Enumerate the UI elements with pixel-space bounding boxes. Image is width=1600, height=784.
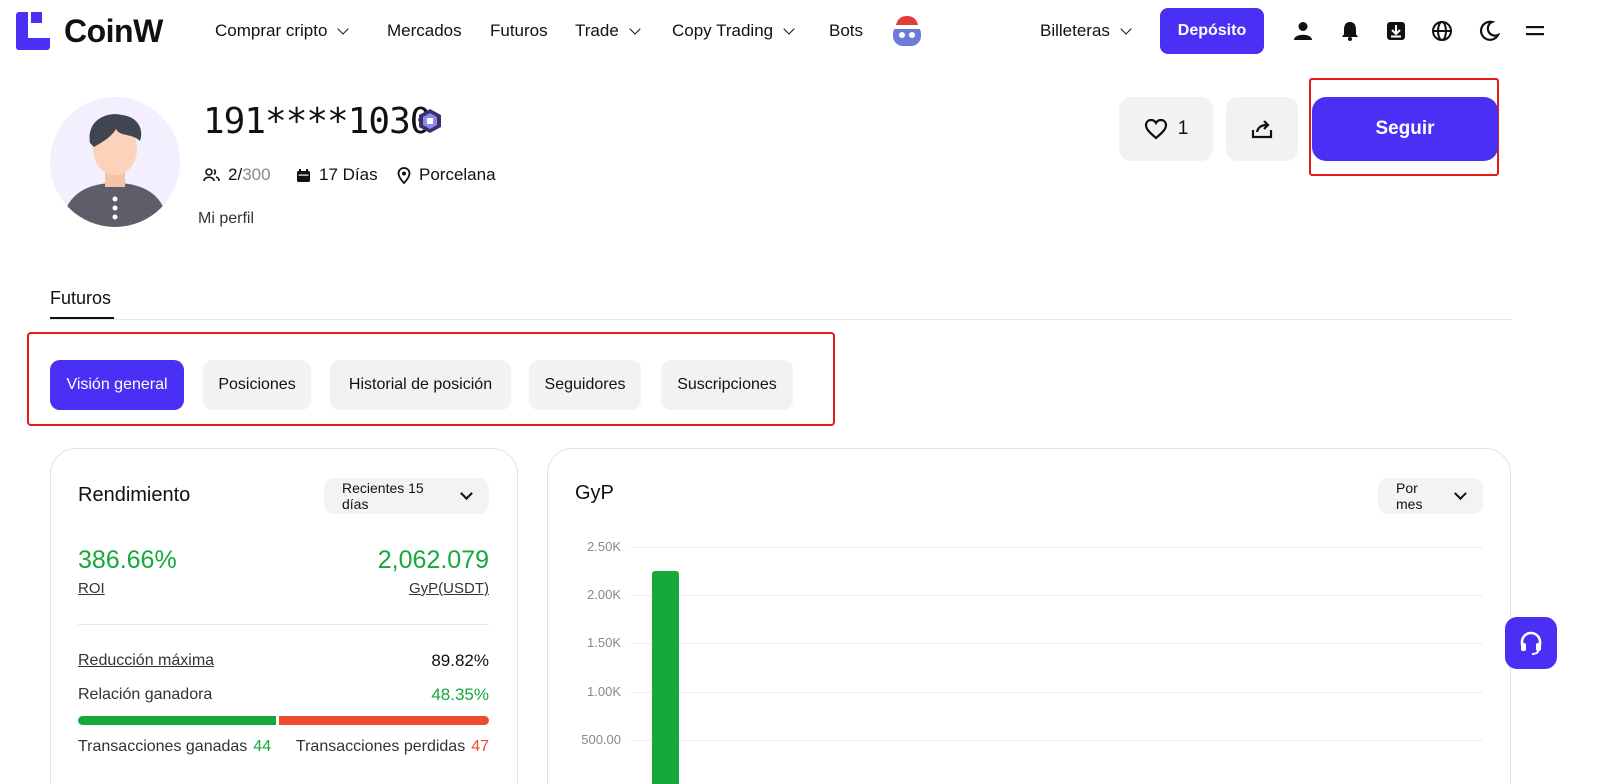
win-ratio-value: 48.35% <box>431 685 489 704</box>
max-drawdown-label[interactable]: Reducción máxima <box>78 652 215 669</box>
download-icon[interactable] <box>1385 20 1407 42</box>
subtab-highlight-frame <box>27 332 835 426</box>
days-active: 17 Días <box>296 165 378 185</box>
bell-icon[interactable] <box>1339 20 1361 42</box>
pnl-bar[interactable] <box>652 571 679 784</box>
deposit-button[interactable]: Depósito <box>1160 8 1264 54</box>
chart-gridline <box>630 547 1483 548</box>
coinw-logo[interactable]: CoinW <box>16 12 163 50</box>
active-tab-indicator <box>50 317 114 319</box>
avatar-illustration-icon <box>64 114 166 227</box>
trader-level-badge-icon <box>419 109 441 133</box>
subtab-seguidores[interactable]: Seguidores <box>529 360 641 410</box>
headset-icon <box>1520 631 1542 655</box>
username: 191****1030 <box>203 101 431 142</box>
subtab-historial-de-posicion[interactable]: Historial de posición <box>330 360 511 410</box>
like-button[interactable]: 1 <box>1119 97 1213 161</box>
y-tick-label: 1.50K <box>587 635 621 650</box>
chevron-down-icon <box>783 22 795 35</box>
follow-button[interactable]: Seguir <box>1312 97 1498 161</box>
subtab-vision-general[interactable]: Visión general <box>50 360 184 410</box>
pnl-label[interactable]: GyP(USDT) <box>409 580 489 597</box>
share-button[interactable] <box>1226 97 1298 161</box>
y-tick-label: 2.50K <box>587 539 621 554</box>
performance-divider <box>78 624 489 625</box>
nav-trade[interactable]: Trade <box>575 21 641 41</box>
bot-mascot-icon[interactable] <box>890 16 924 48</box>
roi-label[interactable]: ROI <box>78 580 105 597</box>
globe-icon[interactable] <box>1431 20 1453 42</box>
logo-mark-icon <box>16 12 50 50</box>
chart-gridline <box>630 643 1483 644</box>
win-ratio-label: Relación ganadora <box>78 686 213 703</box>
tab-futuros[interactable]: Futuros <box>50 288 112 308</box>
nav-billeteras[interactable]: Billeteras <box>1040 21 1132 41</box>
subtab-posiciones[interactable]: Posiciones <box>203 360 311 410</box>
nav-bots[interactable]: Bots <box>829 21 864 40</box>
wins-count: Transacciones ganadas 44 <box>78 738 272 755</box>
moon-icon[interactable] <box>1478 20 1500 42</box>
like-count: 1 <box>1177 118 1189 139</box>
nav-comprar-cripto[interactable]: Comprar cripto <box>215 21 350 41</box>
chart-gridline <box>630 595 1483 596</box>
tab-divider <box>50 319 1512 320</box>
share-icon <box>1251 120 1273 139</box>
pnl-chart-card <box>547 448 1511 784</box>
user-icon[interactable] <box>1292 20 1314 42</box>
chart-gridline <box>630 740 1483 741</box>
follow-highlight-frame <box>1309 78 1499 176</box>
chevron-down-icon <box>460 487 473 500</box>
nav-futuros[interactable]: Futuros <box>490 21 548 40</box>
losses-count: Transacciones perdidas 47 <box>295 738 489 755</box>
roi-value: 386.66% <box>78 546 177 574</box>
chevron-down-icon <box>1454 487 1467 500</box>
location: Porcelana <box>397 165 496 185</box>
win-ratio-bar <box>78 716 276 725</box>
y-tick-label: 2.00K <box>587 587 621 602</box>
calendar-icon <box>297 168 310 182</box>
y-tick-label: 500.00 <box>581 732 621 747</box>
pnl-period-dropdown[interactable]: Por mes <box>1378 478 1483 514</box>
subtab-suscripciones[interactable]: Suscripciones <box>661 360 793 410</box>
support-chat-button[interactable] <box>1505 617 1557 669</box>
nav-copy-trading[interactable]: Copy Trading <box>672 21 795 41</box>
pnl-value: 2,062.079 <box>377 546 489 574</box>
performance-title: Rendimiento <box>78 484 191 506</box>
chevron-down-icon <box>629 22 641 35</box>
chart-gridline <box>630 692 1483 693</box>
performance-period-dropdown[interactable]: Recientes 15 días <box>324 478 489 514</box>
logo-text: CoinW <box>64 12 163 49</box>
profile-bio: Mi perfil <box>198 210 255 227</box>
heart-icon <box>1144 118 1167 140</box>
top-nav: CoinW Comprar cripto Mercados Futuros Tr… <box>0 0 1600 64</box>
max-drawdown-value: 89.82% <box>431 651 489 670</box>
pnl-chart-title: GyP <box>575 482 614 504</box>
menu-icon[interactable] <box>1524 20 1546 42</box>
chevron-down-icon <box>1120 22 1132 35</box>
followers-count: 2/300 <box>203 165 271 185</box>
avatar <box>50 97 180 227</box>
nav-mercados[interactable]: Mercados <box>387 21 462 40</box>
y-tick-label: 1.00K <box>587 684 621 699</box>
chevron-down-icon <box>337 22 350 35</box>
location-pin-icon <box>397 166 411 184</box>
loss-ratio-bar <box>278 716 489 725</box>
users-icon <box>203 168 220 182</box>
